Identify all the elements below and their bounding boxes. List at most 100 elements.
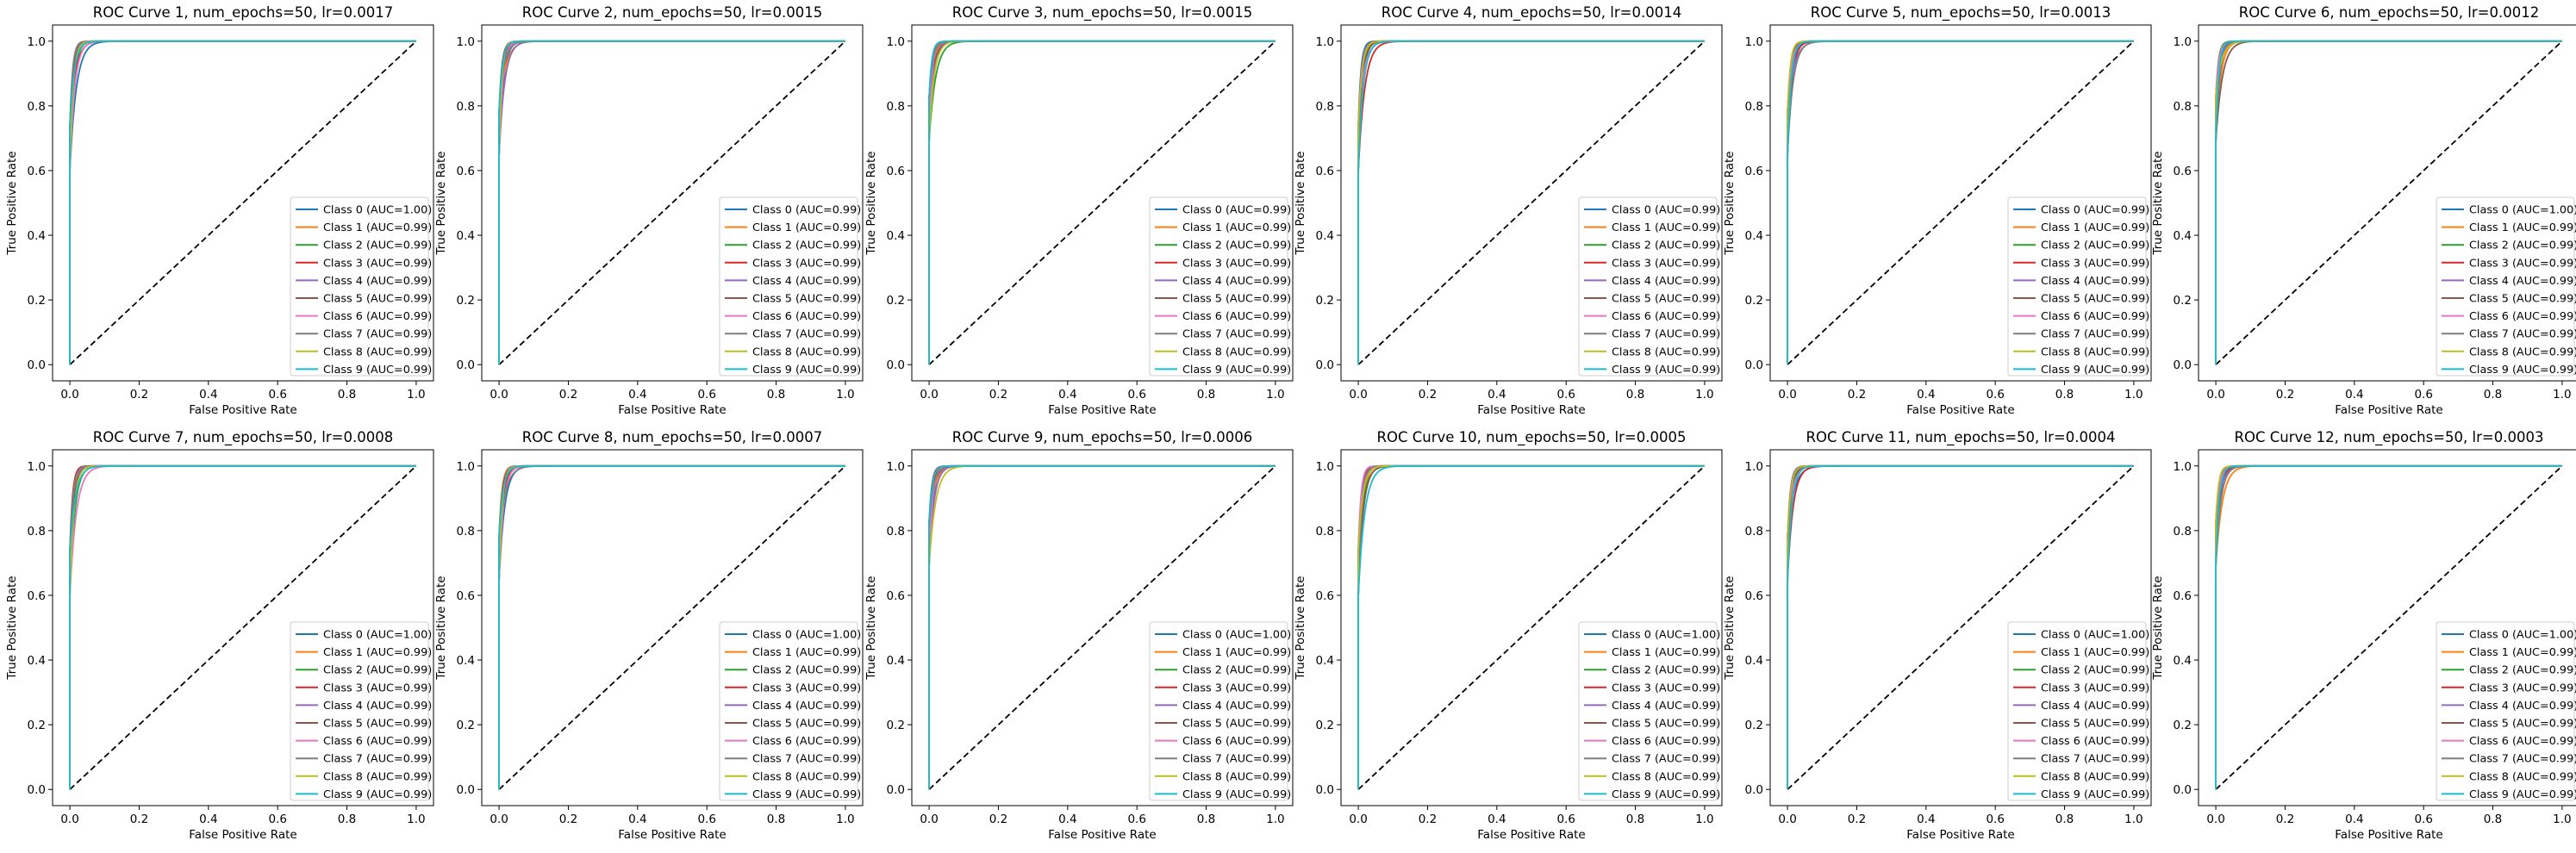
y-tick-label: 0.0 bbox=[1316, 783, 1334, 797]
y-tick-label: 0.6 bbox=[457, 165, 475, 178]
legend-box bbox=[2007, 621, 2147, 801]
legend-label-class-7: Class 7 (AUC=0.99) bbox=[2041, 753, 2149, 766]
legend-label-class-1: Class 1 (AUC=0.99) bbox=[1182, 221, 1291, 234]
chart-title: ROC Curve 4, num_epochs=50, lr=0.0014 bbox=[1382, 4, 1681, 22]
legend-label-class-8: Class 8 (AUC=0.99) bbox=[1612, 770, 1720, 783]
roc-line-class-9 bbox=[498, 464, 845, 790]
legend-label-class-8: Class 8 (AUC=0.99) bbox=[323, 346, 432, 358]
legend-label-class-5: Class 5 (AUC=0.99) bbox=[752, 293, 861, 306]
axes-frame bbox=[2198, 24, 2576, 382]
roc-line-class-9 bbox=[1357, 40, 1705, 365]
x-axis-label: False Positive Rate bbox=[2335, 403, 2442, 417]
x-tick-label: 0.2 bbox=[559, 388, 577, 402]
x-tick-label: 0.0 bbox=[490, 813, 508, 826]
legend-label-class-5: Class 5 (AUC=0.99) bbox=[1182, 718, 1291, 731]
y-tick-label: 1.0 bbox=[28, 35, 46, 49]
roc-line-class-9 bbox=[69, 40, 416, 365]
chance-diagonal bbox=[498, 465, 846, 790]
axes-frame bbox=[1769, 449, 2152, 806]
legend-label-class-7: Class 7 (AUC=0.99) bbox=[323, 328, 432, 341]
y-axis-label: True Positive Rate bbox=[434, 151, 448, 255]
x-axis-label: False Positive Rate bbox=[2335, 828, 2442, 842]
legend-label-class-2: Class 2 (AUC=0.99) bbox=[1612, 240, 1720, 252]
y-tick-label: 0.6 bbox=[2174, 589, 2192, 603]
legend-label-class-5: Class 5 (AUC=0.99) bbox=[2041, 293, 2149, 306]
x-tick-label: 0.8 bbox=[2055, 813, 2074, 826]
y-tick-label: 0.4 bbox=[1316, 229, 1334, 243]
x-tick-label: 0.0 bbox=[1778, 813, 1796, 826]
x-tick-label: 0.0 bbox=[490, 388, 508, 402]
x-tick-label: 1.0 bbox=[1266, 813, 1284, 826]
legend-label-class-4: Class 4 (AUC=0.99) bbox=[752, 275, 861, 288]
x-tick-label: 0.6 bbox=[2414, 388, 2432, 402]
y-tick-label: 0.6 bbox=[1316, 165, 1334, 178]
legend-label-class-9: Class 9 (AUC=0.99) bbox=[2041, 364, 2149, 377]
legend-label-class-2: Class 2 (AUC=0.99) bbox=[1612, 664, 1720, 677]
legend-label-class-2: Class 2 (AUC=0.99) bbox=[2041, 240, 2149, 252]
roc-line-class-9 bbox=[928, 40, 1276, 365]
legend-label-class-7: Class 7 (AUC=0.99) bbox=[1182, 753, 1291, 766]
legend-box bbox=[1578, 621, 1718, 801]
y-tick-label: 0.8 bbox=[457, 525, 475, 539]
legend-label-class-7: Class 7 (AUC=0.99) bbox=[2041, 328, 2149, 341]
y-tick-label: 0.8 bbox=[2174, 525, 2192, 539]
x-tick-label: 1.0 bbox=[836, 388, 854, 402]
y-tick-label: 0.8 bbox=[1316, 100, 1334, 114]
roc-panel-3: ROC Curve 3, num_epochs=50, lr=0.0015 0.0… bbox=[864, 4, 1294, 417]
legend-label-class-1: Class 1 (AUC=0.99) bbox=[752, 221, 861, 234]
legend: Class 0 (AUC=0.99) Class 1 (AUC=0.99) Clas… bbox=[1578, 196, 1720, 377]
y-axis-label: True Positive Rate bbox=[5, 151, 19, 255]
legend-label-class-1: Class 1 (AUC=0.99) bbox=[323, 221, 432, 234]
axes-frame bbox=[911, 449, 1294, 806]
y-tick-label: 0.0 bbox=[2174, 783, 2192, 797]
legend-label-class-4: Class 4 (AUC=0.99) bbox=[2041, 700, 2149, 713]
x-tick-label: 0.2 bbox=[559, 813, 577, 826]
x-tick-label: 1.0 bbox=[407, 813, 425, 826]
x-tick-label: 1.0 bbox=[1695, 388, 1713, 402]
y-tick-label: 1.0 bbox=[887, 35, 905, 49]
legend: Class 0 (AUC=1.00) Class 1 (AUC=0.99) Clas… bbox=[290, 196, 432, 377]
legend-label-class-4: Class 4 (AUC=0.99) bbox=[1182, 275, 1291, 288]
roc-panel-2: ROC Curve 2, num_epochs=50, lr=0.0015 0.0… bbox=[434, 4, 864, 417]
legend-label-class-5: Class 5 (AUC=0.99) bbox=[1182, 293, 1291, 306]
legend-label-class-4: Class 4 (AUC=0.99) bbox=[323, 700, 432, 713]
y-tick-label: 0.2 bbox=[1745, 294, 1763, 308]
y-tick-label: 0.6 bbox=[887, 165, 905, 178]
x-tick-label: 1.0 bbox=[2553, 813, 2571, 826]
legend-label-class-1: Class 1 (AUC=0.99) bbox=[2469, 646, 2576, 659]
x-tick-label: 1.0 bbox=[836, 813, 854, 826]
legend-label-class-1: Class 1 (AUC=0.99) bbox=[1182, 646, 1291, 659]
legend-label-class-8: Class 8 (AUC=0.99) bbox=[752, 346, 861, 358]
legend-label-class-3: Class 3 (AUC=0.99) bbox=[2041, 257, 2149, 270]
legend-label-class-8: Class 8 (AUC=0.99) bbox=[752, 770, 861, 783]
axes-frame bbox=[1340, 449, 1723, 806]
y-tick-label: 0.4 bbox=[1745, 654, 1763, 668]
x-tick-label: 0.0 bbox=[60, 388, 78, 402]
x-tick-label: 0.6 bbox=[268, 813, 286, 826]
legend-label-class-7: Class 7 (AUC=0.99) bbox=[752, 328, 861, 341]
y-tick-label: 0.6 bbox=[28, 165, 46, 178]
legend-label-class-5: Class 5 (AUC=0.99) bbox=[752, 718, 861, 731]
legend-label-class-3: Class 3 (AUC=0.99) bbox=[1182, 257, 1291, 270]
legend-label-class-8: Class 8 (AUC=0.99) bbox=[2469, 346, 2576, 358]
x-axis-label: False Positive Rate bbox=[618, 403, 726, 417]
x-tick-label: 0.4 bbox=[1488, 388, 1506, 402]
y-tick-label: 0.8 bbox=[28, 525, 46, 539]
legend: Class 0 (AUC=1.00) Class 1 (AUC=0.99) Clas… bbox=[2436, 621, 2576, 801]
y-tick-label: 0.0 bbox=[28, 783, 46, 797]
legend-label-class-9: Class 9 (AUC=0.99) bbox=[323, 364, 432, 377]
legend-label-class-0: Class 0 (AUC=0.99) bbox=[752, 204, 861, 217]
roc-line-class-9 bbox=[1357, 464, 1705, 790]
y-tick-label: 1.0 bbox=[1316, 460, 1334, 474]
x-tick-label: 1.0 bbox=[1695, 813, 1713, 826]
roc-panel-1: ROC Curve 1, num_epochs=50, lr=0.0017 0.0… bbox=[5, 4, 434, 417]
y-tick-label: 1.0 bbox=[1745, 35, 1763, 49]
y-tick-label: 0.2 bbox=[1745, 719, 1763, 732]
chance-diagonal bbox=[69, 465, 417, 790]
y-tick-label: 0.4 bbox=[2174, 229, 2192, 243]
legend-box bbox=[719, 621, 858, 801]
legend-box bbox=[1149, 196, 1288, 377]
axes-frame bbox=[481, 449, 864, 806]
chart-title: ROC Curve 3, num_epochs=50, lr=0.0015 bbox=[952, 4, 1252, 22]
y-tick-label: 0.8 bbox=[1745, 525, 1763, 539]
